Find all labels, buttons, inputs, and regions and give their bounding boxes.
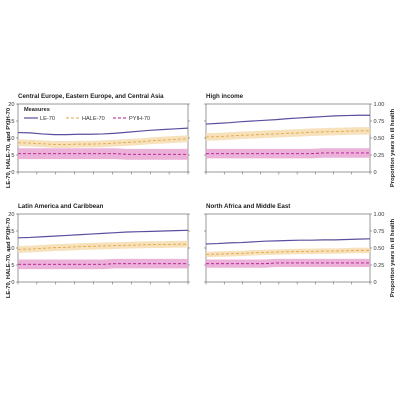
panel-4: North Africa and Middle East 0 0.25 0.50 0.7… [204, 203, 384, 286]
left-axis-title-top: LE-70, HALE-70, and PYIH-70 [6, 108, 12, 188]
series-line-pyih [18, 263, 188, 265]
y-tick-label: 0 [11, 280, 14, 286]
y-tick-label: 5 [11, 263, 14, 269]
series-line-pyih [18, 153, 188, 155]
right-axis-title-bottom: Proportion years in ill health [390, 218, 396, 297]
series-line-hale [17, 138, 189, 145]
y-tick-label: 20 [8, 212, 14, 218]
y-tick-label: 20 [8, 102, 14, 108]
legend-item-le: LE-70 [24, 116, 55, 122]
band-hale [18, 240, 188, 253]
series-line-hale [17, 243, 188, 250]
series-line-pyih [206, 152, 370, 155]
y-tick-label: 15 [8, 229, 14, 235]
series-line-le [17, 127, 189, 136]
legend: Measures LE-70 HALE-70 PYIH-70 [24, 107, 150, 122]
legend-item-hale: HALE-70 [66, 116, 105, 122]
y2-tick-label: 1.00 [374, 102, 385, 108]
band-hale [206, 127, 370, 141]
y-tick-label: 15 [8, 119, 14, 125]
y2-tick-label: 0.50 [374, 136, 385, 142]
y-tick-label: 0 [11, 170, 14, 176]
panel-frame [205, 213, 371, 283]
left-axis-title-bottom: LE-70, HALE-70, and PYIH-70 [6, 218, 12, 298]
panel-2: High income 0 0.25 0.50 0.75 1.00 [204, 93, 384, 176]
y2-tick-label: 0.75 [374, 229, 385, 235]
series-line-hale [205, 249, 370, 255]
y2-tick-label: 0 [374, 170, 377, 176]
panel-1: Central Europe, Eastern Europe, and Cent… [8, 93, 190, 176]
series-line-pyih [206, 262, 370, 265]
band-hale [206, 247, 370, 258]
series-line-le [205, 114, 370, 125]
series-line-hale [205, 130, 370, 138]
right-axis-title-top: Proportion years in ill health [390, 108, 396, 187]
y2-tick-label: 0 [374, 280, 377, 286]
panel-title: Latin America and Caribbean [18, 203, 104, 210]
panel-3: Latin America and Caribbean 0 5 10 15 20 [8, 203, 190, 286]
y-tick-label: 10 [8, 136, 14, 142]
legend-item-pyih: PYIH-70 [113, 116, 150, 122]
y2-tick-label: 0.50 [374, 246, 385, 252]
y2-tick-label: 0.25 [374, 153, 385, 159]
series-line-le [17, 229, 189, 239]
y2-tick-label: 0.25 [374, 263, 385, 269]
panel-title: North Africa and Middle East [206, 203, 290, 210]
y-tick-label: 5 [11, 153, 14, 159]
panels: Central Europe, Eastern Europe, and Cent… [8, 93, 384, 286]
legend-label-hale: HALE-70 [82, 116, 105, 122]
y-tick-label: 10 [8, 246, 14, 252]
band-hale [18, 135, 188, 148]
panel-title: Central Europe, Eastern Europe, and Cent… [18, 93, 164, 100]
legend-title: Measures [24, 107, 50, 113]
series-line-le [205, 238, 371, 245]
y2-tick-label: 1.00 [374, 212, 385, 218]
legend-label-pyih: PYIH-70 [129, 116, 150, 122]
legend-label-le: LE-70 [40, 116, 55, 122]
panel-title: High income [206, 93, 244, 100]
y2-tick-label: 0.75 [374, 119, 385, 125]
